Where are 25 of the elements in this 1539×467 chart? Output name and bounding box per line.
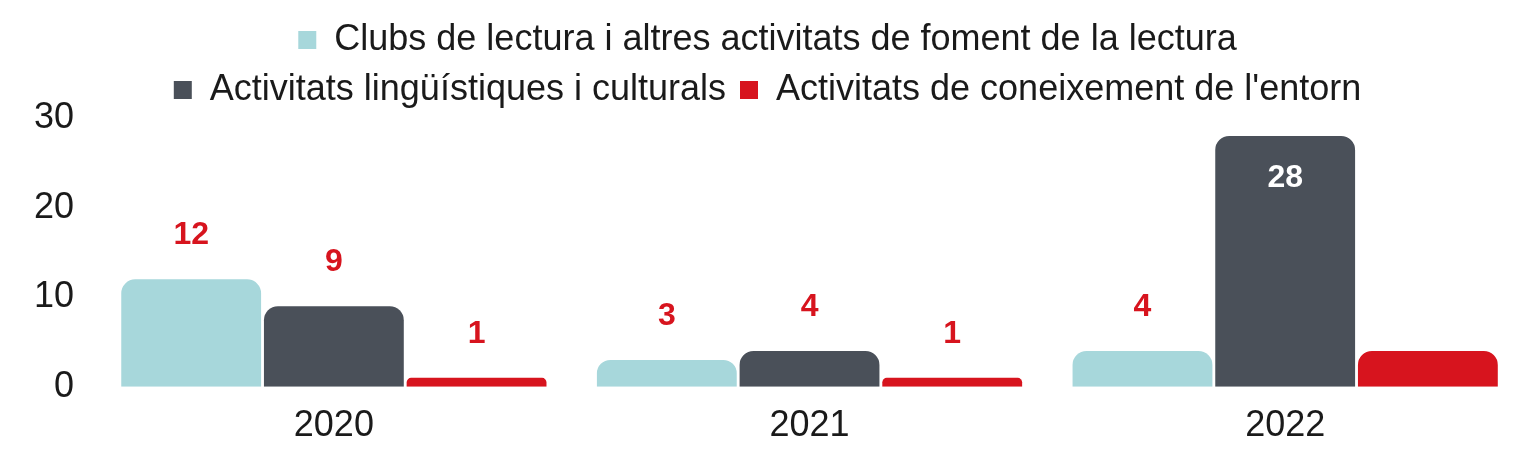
legend-label: Activitats de coneixement de l'entorn [776,66,1362,108]
y-tick-label: 30 [34,94,75,136]
y-tick-label: 10 [34,274,75,316]
data-label: 9 [324,241,343,278]
data-label: 1 [943,313,962,350]
legend-label: Activitats lingüístiques i culturals [209,66,727,108]
bar [1357,350,1498,387]
bar [263,306,404,387]
data-label: 12 [173,215,209,252]
y-tick-label: 0 [54,363,75,405]
data-label: 3 [657,295,676,332]
x-tick-label: 2022 [1245,403,1326,445]
x-tick-label: 2020 [293,403,374,445]
bar [121,279,262,387]
y-tick-label: 20 [34,184,75,226]
data-label: 4 [800,286,819,323]
data-label: 4 [1133,286,1152,323]
bar [596,359,737,387]
bar [1072,350,1213,387]
bar [739,350,880,387]
legend-label: Clubs de lectura i altres activitats de foment de la lectura [334,16,1238,58]
bar [1215,135,1356,387]
data-label: 1 [467,313,486,350]
x-tick-label: 2021 [769,403,850,445]
data-label: 28 [1267,157,1303,194]
